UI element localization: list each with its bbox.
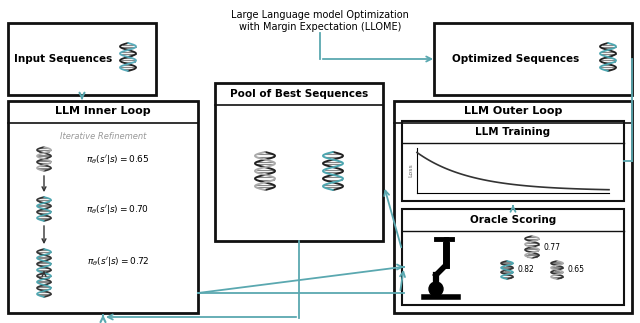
Text: with Margin Expectation (LLOME): with Margin Expectation (LLOME) (239, 22, 401, 32)
Text: $\pi_\theta(s^{\prime}|s) = 0.72$: $\pi_\theta(s^{\prime}|s) = 0.72$ (86, 255, 149, 267)
Circle shape (429, 282, 443, 296)
Bar (434, 23, 632, 95)
Bar (8, 23, 156, 95)
Text: $\pi_\theta(s^{\prime}|s) = 0.65$: $\pi_\theta(s^{\prime}|s) = 0.65$ (86, 152, 150, 165)
Text: 0.82: 0.82 (518, 266, 535, 275)
Bar (402, 209, 624, 305)
Text: LLM Outer Loop: LLM Outer Loop (464, 106, 562, 116)
Text: 0.65: 0.65 (568, 266, 585, 275)
Text: $\pi_\theta(s^{\prime}|s) = 0.70$: $\pi_\theta(s^{\prime}|s) = 0.70$ (86, 203, 150, 215)
Text: Pool of Best Sequences: Pool of Best Sequences (230, 89, 368, 99)
Text: Input Sequences: Input Sequences (14, 54, 112, 64)
Text: 0.77: 0.77 (544, 243, 561, 252)
Text: Iterative Refinement: Iterative Refinement (60, 131, 146, 141)
Bar (8, 101, 198, 313)
Bar (394, 101, 632, 313)
Bar (215, 83, 383, 241)
Text: LLM Training: LLM Training (476, 127, 550, 137)
Text: Optimized Sequences: Optimized Sequences (452, 54, 580, 64)
Text: Loss: Loss (408, 164, 413, 177)
Text: Oracle Scoring: Oracle Scoring (470, 215, 556, 225)
Bar (402, 121, 624, 201)
Text: Large Language model Optimization: Large Language model Optimization (231, 10, 409, 20)
Text: LLM Inner Loop: LLM Inner Loop (55, 106, 151, 116)
